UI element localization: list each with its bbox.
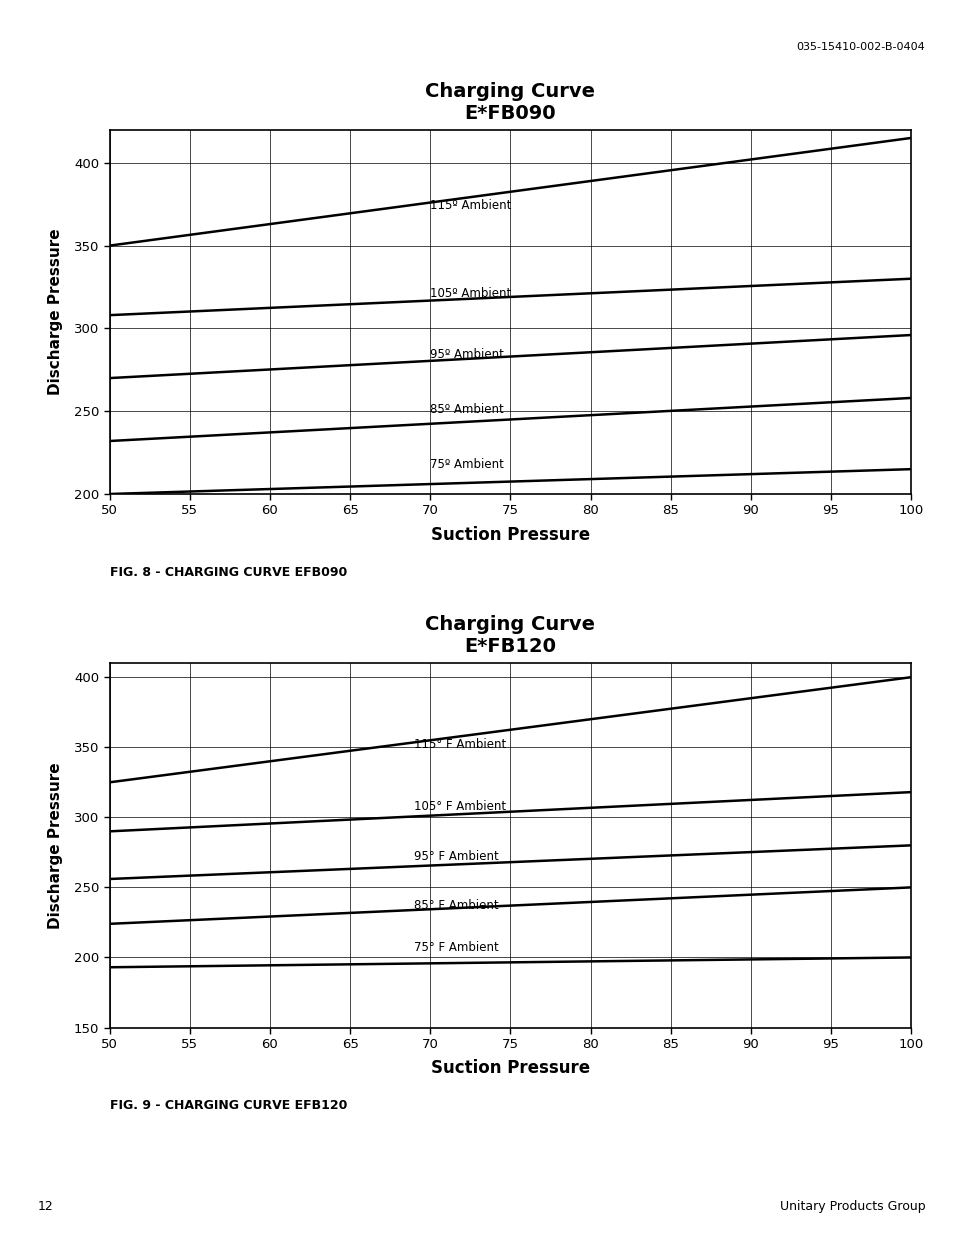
Title: Charging Curve
E*FB120: Charging Curve E*FB120: [425, 615, 595, 656]
Text: FIG. 8 - CHARGING CURVE EFB090: FIG. 8 - CHARGING CURVE EFB090: [110, 566, 347, 579]
Text: 75° F Ambient: 75° F Ambient: [414, 941, 498, 955]
Text: 85° F Ambient: 85° F Ambient: [414, 899, 498, 913]
Title: Charging Curve
E*FB090: Charging Curve E*FB090: [425, 82, 595, 122]
X-axis label: Suction Pressure: Suction Pressure: [431, 1060, 589, 1077]
Text: 105° F Ambient: 105° F Ambient: [414, 799, 506, 813]
Text: 75º Ambient: 75º Ambient: [430, 458, 503, 471]
Text: 95º Ambient: 95º Ambient: [430, 348, 503, 362]
Text: Unitary Products Group: Unitary Products Group: [779, 1199, 924, 1213]
Text: 035-15410-002-B-0404: 035-15410-002-B-0404: [796, 42, 924, 52]
Text: 115° F Ambient: 115° F Ambient: [414, 739, 506, 751]
Text: 85º Ambient: 85º Ambient: [430, 403, 503, 416]
Text: 115º Ambient: 115º Ambient: [430, 199, 511, 212]
Text: 12: 12: [38, 1199, 54, 1213]
Text: 105º Ambient: 105º Ambient: [430, 287, 511, 300]
Text: 95° F Ambient: 95° F Ambient: [414, 850, 498, 863]
X-axis label: Suction Pressure: Suction Pressure: [431, 526, 589, 543]
Text: FIG. 9 - CHARGING CURVE EFB120: FIG. 9 - CHARGING CURVE EFB120: [110, 1099, 347, 1113]
Y-axis label: Discharge Pressure: Discharge Pressure: [48, 762, 63, 929]
Y-axis label: Discharge Pressure: Discharge Pressure: [48, 228, 63, 395]
